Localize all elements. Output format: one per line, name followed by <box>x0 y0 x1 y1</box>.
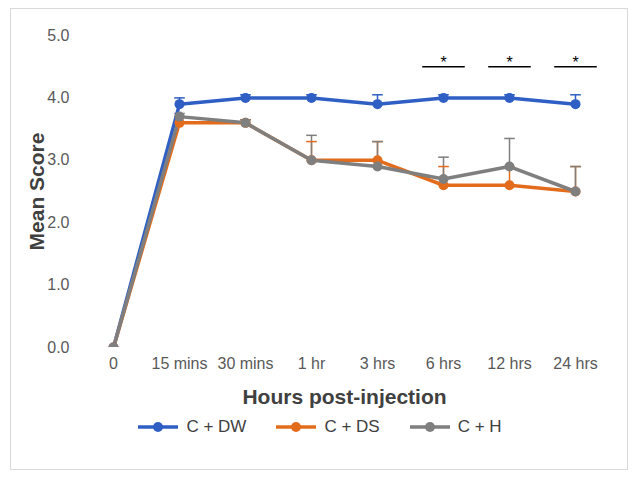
svg-text:15 mins: 15 mins <box>151 355 207 372</box>
svg-text:Hours post-injection: Hours post-injection <box>242 385 446 408</box>
svg-text:Mean Score: Mean Score <box>25 133 48 251</box>
svg-text:*: * <box>572 54 578 71</box>
svg-text:*: * <box>506 54 512 71</box>
html-text:C + H: C + H <box>457 417 502 436</box>
svg-text:6 hrs: 6 hrs <box>426 355 462 372</box>
svg-text:12 hrs: 12 hrs <box>487 355 531 372</box>
svg-text:30 mins: 30 mins <box>217 355 273 372</box>
svg-text:3.0: 3.0 <box>47 151 69 168</box>
svg-text:0.0: 0.0 <box>47 339 69 356</box>
svg-text:1.0: 1.0 <box>47 276 69 293</box>
svg-text:2.0: 2.0 <box>47 214 69 231</box>
html-text:C + DS: C + DS <box>324 417 380 436</box>
svg-text:0: 0 <box>109 355 118 372</box>
svg-text:5.0: 5.0 <box>47 27 69 44</box>
svg-text:*: * <box>440 54 446 71</box>
svg-text:1 hr: 1 hr <box>298 355 326 372</box>
html-text:C + DW: C + DW <box>186 417 247 436</box>
svg-text:4.0: 4.0 <box>47 89 69 106</box>
svg-text:3 hrs: 3 hrs <box>360 355 396 372</box>
svg-text:24 hrs: 24 hrs <box>553 355 597 372</box>
